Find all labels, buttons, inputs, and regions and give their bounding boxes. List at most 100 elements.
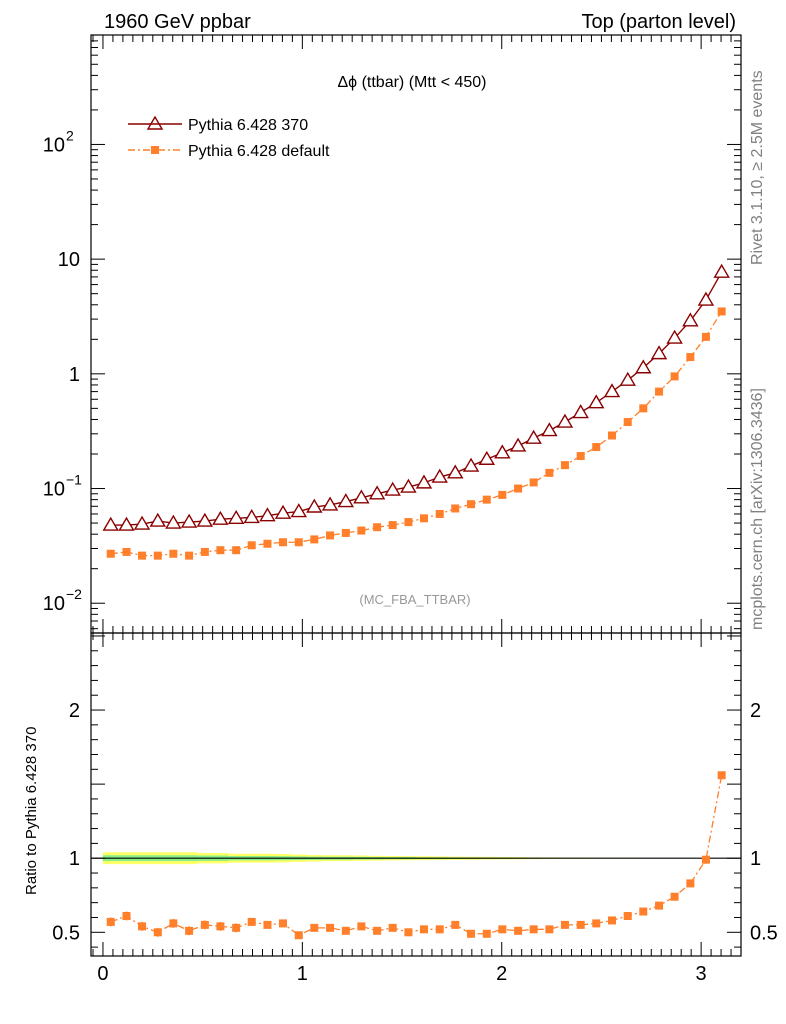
ratio-point-default [232,923,241,932]
ratio-point-default [670,892,679,901]
data-point-default [545,468,554,477]
ratio-point-default [404,928,413,937]
process-label: Top (parton level) [581,11,736,33]
data-point-ref [400,478,417,493]
y-tick-label: 10 2 [43,127,74,156]
data-point-default [639,404,648,413]
data-point-ref [337,493,355,508]
data-point-default [404,518,413,527]
data-point-ref [666,329,683,344]
data-point-ref [353,489,370,504]
ratio-point-default [655,901,664,910]
data-point-default [341,528,350,537]
data-point-ref [447,464,464,479]
series-line-ref [110,271,723,526]
ratio-y-axis-label: Ratio to Pythia 6.428 370 [23,727,40,895]
data-point-ref [415,474,433,489]
x-tick-label: 1 [297,963,308,985]
data-point-default [560,461,569,470]
ratio-point-default [341,926,350,935]
data-point-default [498,490,507,499]
data-point-ref [368,485,386,500]
data-point-default [279,538,288,547]
ratio-y-tick-label-left: 0.5 [52,922,80,944]
plot-title: Δϕ (ttbar) (Mtt < 450) [337,74,486,91]
y-tick-label: 10 [58,249,80,271]
ratio-x-ticks: 0 1 2 3 [92,633,742,985]
data-point-ref [603,383,621,398]
data-point-ref [165,514,182,529]
ratio-point-default [451,920,460,929]
ratio-point-default [529,925,538,934]
legend-marker-ref [146,115,164,130]
x-tick-label: 2 [496,963,507,985]
ratio-point-default [514,926,523,935]
legend-marker-default [151,146,159,154]
data-point-ref [321,496,339,511]
data-point-default [686,353,695,362]
ratio-point-default [122,911,131,920]
ratio-point-default [623,911,632,920]
ratio-y-tick-label-right: 1 [750,848,761,870]
rivet-label: Rivet 3.1.10, ≥ 2.5M events [749,70,766,265]
y-tick-label: 10 −1 [43,472,82,501]
svg-text:10: 10 [43,134,65,156]
data-point-default [310,535,319,544]
svg-text:−1: −1 [66,472,82,488]
data-point-default [482,495,491,504]
ratio-point-default [592,919,601,928]
energy-label: 1960 GeV ppbar [104,11,251,33]
data-point-default [247,541,256,550]
svg-text:10: 10 [43,479,65,501]
ratio-plot-frame [90,632,742,957]
y-tick-label: 1 [69,364,80,386]
ratio-point-default [169,919,178,928]
data-point-default [185,551,194,560]
ratio-y-tick-label-right: 2 [750,700,761,722]
ratio-point-default [576,920,585,929]
data-point-default [467,500,476,509]
data-point-ref [180,513,198,528]
legend-label-default: Pythia 6.428 default [188,143,330,160]
svg-text:2: 2 [66,127,74,143]
data-point-ref [102,516,119,531]
data-point-ref [572,404,589,419]
ratio-point-default [498,925,507,934]
x-tick-label: 3 [696,963,707,985]
data-point-ref [635,359,652,374]
data-point-default [106,549,115,558]
ratio-point-default [560,920,569,929]
data-point-default [122,547,131,556]
ratio-point-default [106,917,115,926]
data-point-default [623,418,632,427]
data-point-ref [478,450,496,465]
legend: Pythia 6.428 370 Pythia 6.428 default [128,115,330,160]
data-point-default [138,551,147,560]
data-point-ref [196,512,214,527]
ratio-point-default [419,925,428,934]
ratio-y-tick-label-right: 0.5 [750,922,778,944]
data-point-default [607,431,616,440]
data-point-default [655,387,664,396]
ratio-point-default [200,920,209,929]
ratio-series [106,771,726,940]
data-point-default [357,526,366,535]
data-point-default [717,307,726,316]
ratio-point-default [138,922,147,931]
data-point-default [169,549,178,558]
data-point-default [435,509,444,518]
data-point-ref [384,481,401,496]
ratio-uncertainty-band [91,852,741,865]
ratio-point-default [310,923,319,932]
data-point-ref [556,413,574,428]
svg-text:−2: −2 [66,586,82,602]
data-point-ref [462,457,480,472]
ratio-point-default [185,926,194,935]
data-point-ref [431,468,448,483]
ratio-point-default [717,771,726,780]
data-point-ref [227,509,245,525]
ratio-point-default [435,925,444,934]
data-point-ref [650,345,668,360]
ratio-point-default [607,916,616,925]
